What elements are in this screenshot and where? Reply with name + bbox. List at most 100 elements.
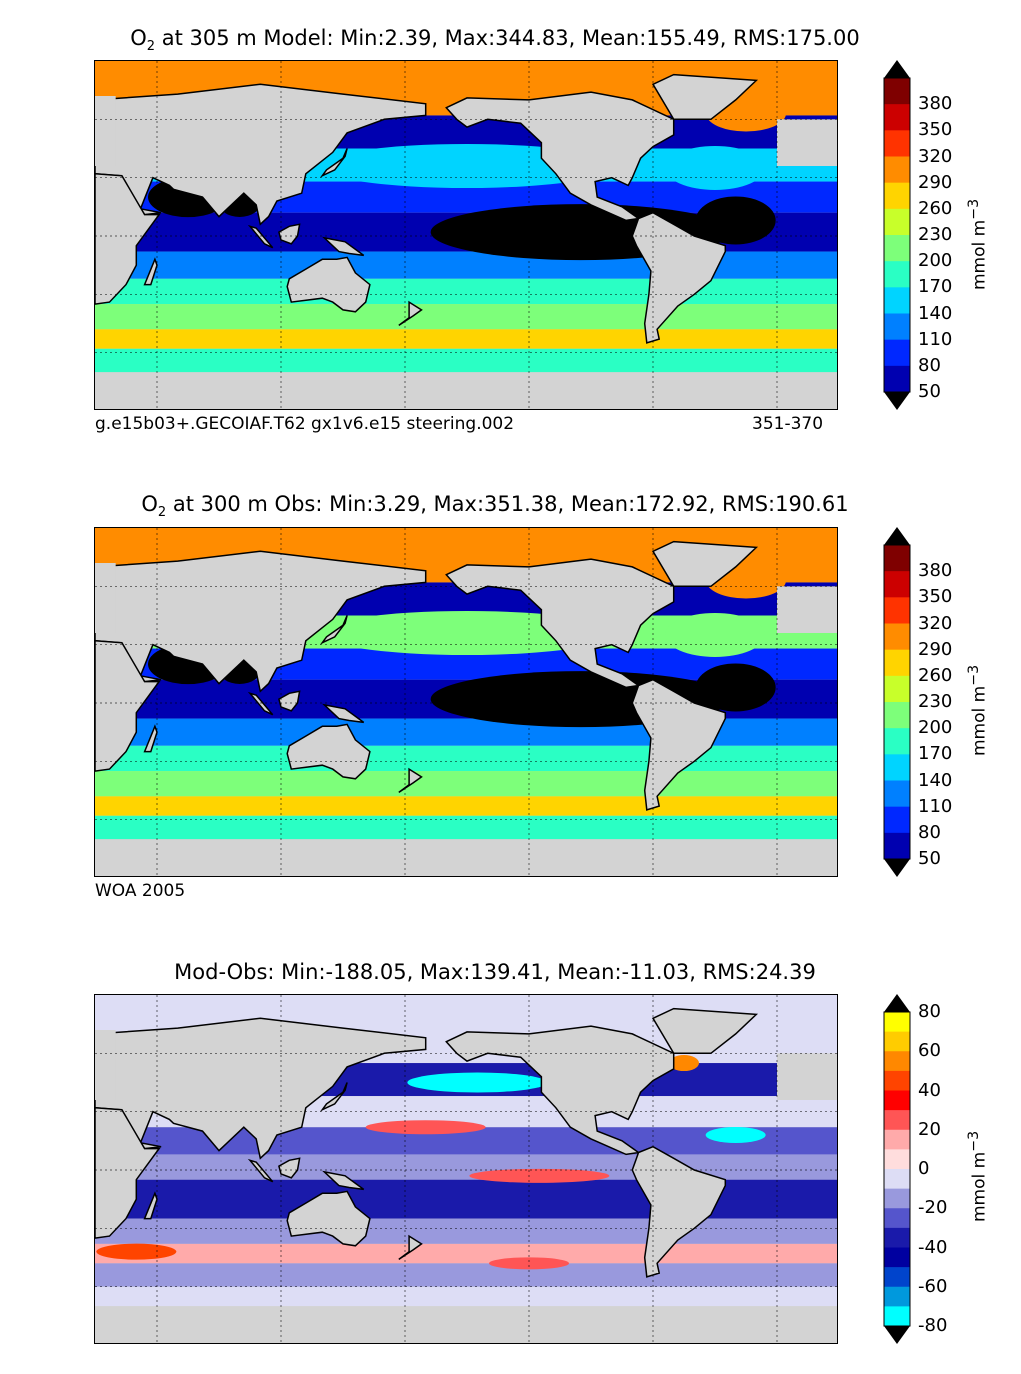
land-antarctica [95, 372, 837, 409]
colorbar-swatch [884, 728, 910, 755]
land-nz [398, 767, 423, 794]
model-run-name: g.e15b03+.GECOIAF.T62 gx1v6.e15 steering… [95, 414, 515, 434]
colorbar-swatch [884, 1227, 910, 1248]
colorbar-tick-label: -80 [918, 1315, 948, 1336]
land-madagascar [143, 257, 158, 286]
southern-high-band [95, 796, 837, 816]
colorbar-swatch [884, 1012, 910, 1033]
colorbar-tick-label: 320 [918, 145, 953, 167]
circumpolar-band [95, 815, 837, 843]
colorbar-swatch [884, 623, 910, 651]
land-southamerica [631, 678, 727, 811]
land-eurasia [95, 83, 427, 226]
colorbar-tick-label: -40 [918, 1236, 948, 1258]
colorbar-tick-label: 200 [918, 717, 953, 739]
colorbar-swatch [884, 1070, 910, 1091]
colorbar-bottom-arrow [884, 392, 910, 410]
land-northamerica [445, 558, 675, 689]
southern-max [96, 1243, 177, 1260]
colorbar-swatch [884, 1031, 910, 1052]
colorbar-top-arrow [884, 60, 910, 78]
south-pacific-max [489, 1257, 569, 1270]
colorbar-tick-label: 0 [918, 1158, 930, 1179]
land-europe-west [95, 1030, 116, 1100]
map-gridlines [95, 995, 837, 1343]
diff-colorbar-label: mmol m−3 [966, 1130, 990, 1222]
colorbar-tick-label: 320 [918, 612, 953, 634]
colorbar-tick-label: 200 [918, 250, 953, 272]
colorbar-swatch [884, 1188, 910, 1209]
colorbar-tick-label: 80 [918, 821, 941, 843]
obs-colorbar [883, 527, 911, 877]
obs-title: O2 at 300 m Obs: Min:3.29, Max:351.38, M… [141, 492, 849, 521]
land-iberia [777, 1053, 837, 1100]
north-pacific-min [407, 1072, 548, 1093]
land-africa [95, 173, 161, 305]
pacific-max [365, 1120, 486, 1135]
obs-source: WOA 2005 [95, 881, 186, 901]
land-newguinea [322, 703, 365, 724]
south-subtropic-band [95, 745, 837, 772]
land-masses [95, 1007, 837, 1343]
model-colorbar-label: mmol m−3 [966, 198, 990, 290]
colorbar-tick-label: 230 [918, 224, 953, 245]
colorbar-tick-label: 350 [918, 119, 953, 141]
circumpolar-band [95, 348, 837, 376]
land-nz [398, 1234, 423, 1261]
colorbar-swatch [884, 208, 910, 236]
land-newguinea [322, 1170, 365, 1191]
colorbar-tick-label: 110 [918, 328, 953, 350]
colorbar-tick-label: 260 [918, 664, 953, 686]
south-subtropic-band [95, 1218, 837, 1244]
colorbar-swatch [884, 1090, 910, 1111]
circumpolar-band [95, 1263, 837, 1287]
land-africa [95, 1107, 161, 1239]
colorbar-tick-label: 80 [918, 1001, 941, 1022]
colorbar-swatch [884, 1306, 910, 1327]
colorbar-tick-label: -60 [918, 1275, 948, 1297]
colorbar-swatch [884, 1129, 910, 1150]
land-eurasia [95, 550, 427, 693]
colorbar-swatch [884, 806, 910, 834]
colorbar-swatch [884, 235, 910, 262]
colorbar-swatch [884, 339, 910, 367]
land-northamerica [445, 1025, 675, 1156]
colorbar-swatch [884, 1169, 910, 1190]
land-australia [286, 723, 371, 780]
land-australia [286, 1190, 371, 1247]
colorbar-swatch [884, 1208, 910, 1229]
colorbar-tick-label: 170 [918, 743, 953, 765]
southern-high-band [95, 329, 837, 349]
colorbar-swatch [884, 832, 910, 860]
colorbar-tick-label: 230 [918, 691, 953, 712]
land-borneo [278, 690, 301, 712]
equatorial-max [469, 1168, 610, 1183]
land-northamerica [445, 91, 675, 222]
colorbar-swatch [884, 156, 910, 184]
obs-map [94, 527, 838, 877]
land-sumatra [247, 224, 274, 249]
labrador-max [669, 1055, 699, 1072]
north-atlantic-gyre [665, 612, 765, 657]
land-borneo [278, 223, 301, 245]
land-eurasia [95, 1017, 427, 1160]
colorbar-swatch [884, 313, 910, 341]
colorbar-frame [883, 1011, 911, 1327]
colorbar-tick-label: 80 [918, 354, 941, 376]
map-gridlines [95, 528, 837, 876]
map-gridlines [95, 61, 837, 409]
colorbar-tick-label: -20 [918, 1197, 948, 1219]
south-subtropic-band [95, 278, 837, 305]
colorbar-tick-label: 170 [918, 276, 953, 298]
model-year-range: 351-370 [752, 414, 824, 434]
southern-band [95, 771, 837, 797]
colorbar-tick-label: 140 [918, 769, 953, 791]
colorbar-swatch [884, 261, 910, 288]
colorbar-tick-label: 260 [918, 197, 953, 219]
colorbar-tick-label: 60 [918, 1040, 941, 1062]
atlantic-omz [695, 196, 776, 245]
land-iberia [777, 586, 837, 633]
atlantic-omz [695, 663, 776, 712]
land-masses [95, 73, 837, 409]
north-atlantic-gyre [665, 145, 765, 190]
